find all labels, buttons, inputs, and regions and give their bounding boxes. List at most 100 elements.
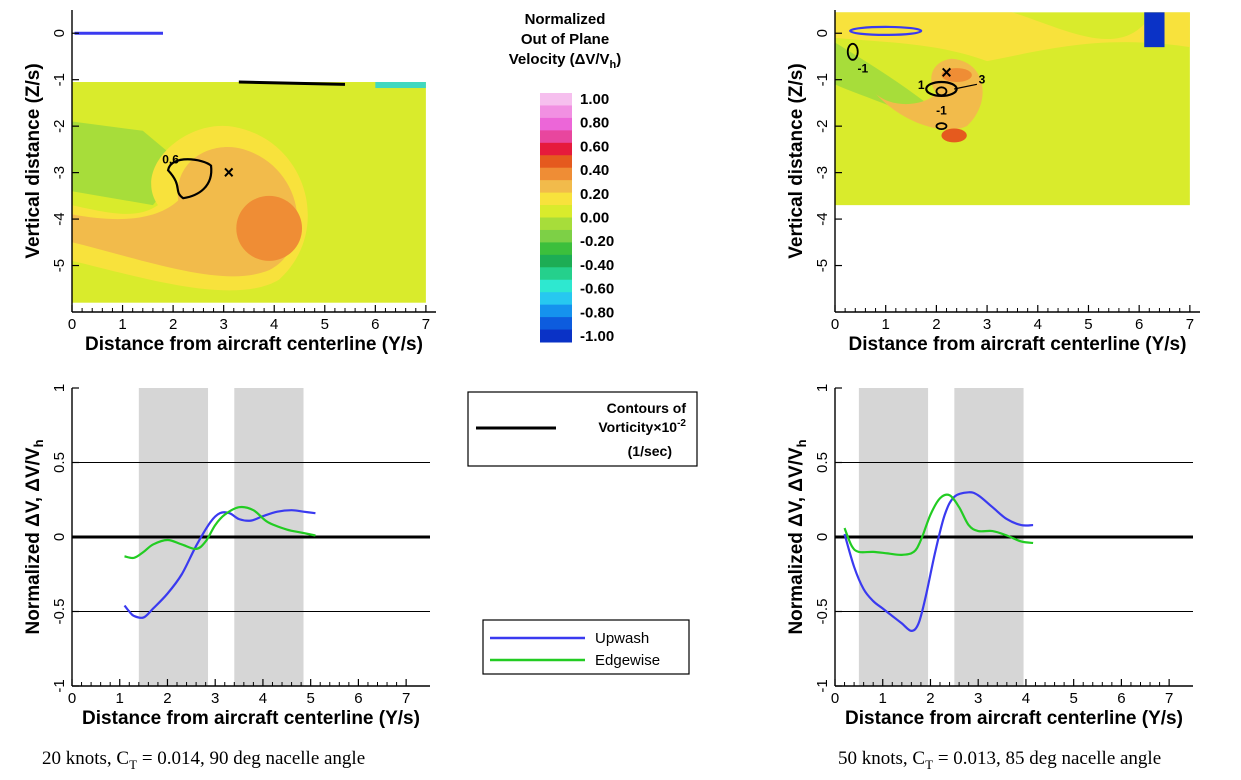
- colorbar-level-label: 0.00: [580, 210, 609, 227]
- vortex-center-marker: ×: [941, 63, 952, 83]
- x-tick-label: 3: [974, 690, 982, 707]
- colorbar-level-label: -1.00: [580, 328, 614, 345]
- vorticity-legend-line: Vorticity×10-2: [598, 418, 686, 435]
- colorbar-level-label: -0.60: [580, 281, 614, 298]
- y-axis-label: Normalized ΔV, ΔV/Vh: [23, 439, 46, 634]
- colorbar-swatch: [540, 304, 572, 318]
- x-tick-label: 4: [270, 316, 278, 333]
- colorbar-swatch: [540, 192, 572, 206]
- colorbar-swatch: [540, 180, 572, 194]
- contour-region-yellow: [835, 12, 1190, 62]
- x-tick-label: 1: [116, 690, 124, 707]
- y-tick-label: -1: [51, 679, 68, 692]
- contour-region-green: [72, 121, 171, 206]
- contour-label: 1: [918, 78, 925, 92]
- vorticity-contour: [846, 42, 859, 61]
- contour-label: 3: [979, 72, 986, 86]
- y-tick-label: 0: [814, 533, 831, 541]
- y-tick-label: -0.5: [814, 599, 831, 625]
- y-tick-label: -3: [814, 166, 831, 179]
- contour-label: 0.6: [162, 152, 179, 166]
- colorbar-swatch: [540, 317, 572, 331]
- contour-plot-top-right: 0 1 2 3 4 5 6 7 0 -1 -2 -3 -4 -5 Distance from aircraf…: [786, 10, 1200, 355]
- vorticity-contour: [935, 86, 948, 97]
- vorticity-legend: Contours of Vorticity×10-2 (1/sec): [467, 391, 698, 467]
- series-legend-box: [482, 619, 690, 675]
- colorbar-swatch: [540, 167, 572, 181]
- x-tick-label: 6: [1135, 316, 1143, 333]
- y-tick-label: -0.5: [51, 599, 68, 625]
- x-tick-label: 1: [882, 316, 890, 333]
- colorbar-level-label: -0.40: [580, 257, 614, 274]
- y-tick-label: -2: [814, 119, 831, 132]
- colorbar-title-line: Normalized: [525, 11, 606, 28]
- field-edge-band: [375, 82, 426, 89]
- x-tick-label: 6: [1117, 690, 1125, 707]
- colorbar-swatch: [540, 117, 572, 131]
- series-line-upwash: [843, 491, 1034, 632]
- x-tick-label: 2: [926, 690, 934, 707]
- x-tick-label: 5: [306, 690, 314, 707]
- series-line-edgewise: [124, 505, 316, 560]
- colorbar-swatch: [540, 267, 572, 281]
- colorbar-level-label: 1.00: [580, 91, 609, 108]
- y-axis-label: Vertical distance (Z/s): [23, 63, 44, 258]
- series-legend: Upwash Edgewise: [482, 619, 690, 675]
- colorbar-swatch: [540, 105, 572, 119]
- y-tick-label: 0: [51, 29, 68, 37]
- x-tick-label: 0: [68, 690, 76, 707]
- series-line-edgewise: [843, 493, 1034, 557]
- contour-region-green: [835, 42, 927, 117]
- x-tick-label: 2: [163, 690, 171, 707]
- y-tick-label: 0: [814, 29, 831, 37]
- x-tick-label: 1: [118, 316, 126, 333]
- y-axis-label-sub: h: [794, 439, 809, 447]
- x-tick-label: 6: [354, 690, 362, 707]
- caption-right: 50 knots, CT = 0.013, 85 deg nacelle ang…: [838, 748, 1162, 772]
- vortex-center-marker: ×: [223, 163, 234, 183]
- x-tick-label: 5: [321, 316, 329, 333]
- x-tick-label: 2: [932, 316, 940, 333]
- vorticity-contour: [935, 122, 948, 131]
- y-axis-label: Normalized ΔV, ΔV/Vh: [786, 439, 809, 634]
- x-tick-label: 1: [879, 690, 887, 707]
- series-legend-label: Edgewise: [595, 652, 660, 669]
- colorbar-swatch: [540, 130, 572, 144]
- y-tick-label: -2: [51, 119, 68, 132]
- y-tick-label: 1: [814, 384, 831, 392]
- x-tick-label: 5: [1069, 690, 1077, 707]
- y-tick-label: -1: [814, 679, 831, 692]
- y-axis-label: Vertical distance (Z/s): [786, 63, 807, 258]
- x-tick-label: 3: [211, 690, 219, 707]
- y-tick-label: 1: [51, 384, 68, 392]
- x-tick-label: 7: [1165, 690, 1173, 707]
- colorbar-swatch: [540, 155, 572, 169]
- contour-region-red: [941, 128, 967, 143]
- x-axis-label: Distance from aircraft centerline (Y/s): [845, 708, 1183, 729]
- caption-left: 20 knots, CT = 0.014, 90 deg nacelle ang…: [42, 748, 366, 772]
- colorbar-level-label: 0.20: [580, 186, 609, 203]
- y-tick-label: 0: [51, 533, 68, 541]
- colorbar-level-label: 0.80: [580, 115, 609, 132]
- contour-leader-line: [954, 83, 978, 90]
- y-tick-label: 0.5: [51, 452, 68, 473]
- series-legend-label: Upwash: [595, 630, 649, 647]
- x-tick-label: 5: [1084, 316, 1092, 333]
- x-tick-label: 7: [422, 316, 430, 333]
- colorbar-level-label: 0.60: [580, 138, 609, 155]
- contour-label: -1: [858, 62, 869, 76]
- series-line-upwash: [123, 509, 316, 619]
- x-tick-label: 3: [983, 316, 991, 333]
- colorbar: 1.00 0.80 0.60 0.40 0.20 0.00 -0.20 -0.40 -0.60 -…: [509, 11, 622, 345]
- y-tick-label: -1: [814, 73, 831, 86]
- colorbar-level-label: 0.40: [580, 162, 609, 179]
- x-axis-label: Distance from aircraft centerline (Y/s): [85, 334, 423, 355]
- contour-label: -1: [936, 104, 947, 118]
- colorbar-swatch: [540, 205, 572, 218]
- x-tick-label: 7: [1186, 316, 1194, 333]
- y-axis-label-sub: h: [31, 439, 46, 447]
- x-tick-label: 4: [1034, 316, 1042, 333]
- x-tick-label: 3: [219, 316, 227, 333]
- vorticity-legend-line: (1/sec): [628, 443, 672, 459]
